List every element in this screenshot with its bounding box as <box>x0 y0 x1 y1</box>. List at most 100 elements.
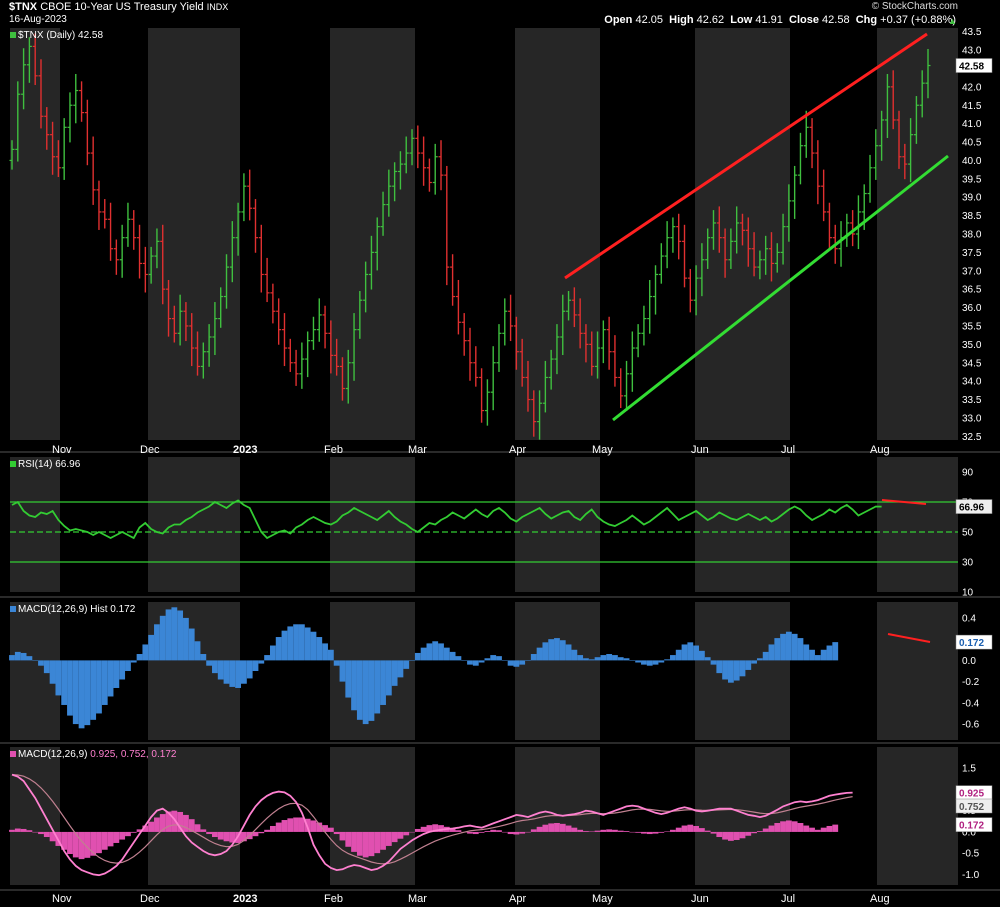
value-badge-bg <box>955 499 993 514</box>
price-candle <box>919 70 925 118</box>
trend-channel <box>564 32 949 422</box>
price-candle <box>374 217 380 271</box>
rsi-panel <box>10 499 958 563</box>
price-candle <box>826 202 832 250</box>
macd-hist-bar <box>733 831 740 840</box>
price-candle <box>148 246 154 284</box>
price-axis-tick: 39.5 <box>962 174 982 185</box>
hist-bar <box>287 626 294 661</box>
price-candle <box>890 70 896 130</box>
hist-bar <box>652 660 659 665</box>
hist-bar <box>414 652 421 661</box>
macd-hist-bar <box>554 823 560 832</box>
hist-bar <box>409 660 415 661</box>
macd-hist-bar <box>426 825 433 832</box>
price-candle <box>768 232 774 282</box>
hist-bar <box>803 644 810 661</box>
macd-hist-bar <box>594 830 601 832</box>
hist-bar <box>130 660 137 663</box>
macd-hist-bar <box>780 821 786 832</box>
hist-bar <box>629 660 636 661</box>
month-band <box>877 457 958 592</box>
hist-axis-tick: -0.4 <box>962 698 980 709</box>
price-candle <box>438 140 444 191</box>
macd-hist-bar <box>125 831 131 837</box>
macd-hist-bar <box>194 824 201 832</box>
price-candle <box>467 327 473 381</box>
price-axis-tick: 43.5 <box>962 27 982 38</box>
macd-hist-bar <box>687 824 694 832</box>
hist-bar <box>55 660 62 696</box>
hist-bar <box>269 645 276 661</box>
macd-hist-bar <box>38 831 44 835</box>
hist-bar <box>32 660 39 661</box>
hist-bar <box>119 660 126 680</box>
macd-hist-bar <box>548 823 555 832</box>
hist-bar <box>264 655 270 661</box>
price-candle <box>421 136 427 186</box>
macd-axis-tick: -0.5 <box>962 849 980 860</box>
hist-bar <box>67 660 73 716</box>
price-candle <box>455 279 461 335</box>
rsi-last-badge: 66.96 <box>955 499 993 514</box>
macd-hist-bar <box>652 831 659 834</box>
rsi-axis-tick: 90 <box>962 468 974 479</box>
macd-hist-bar <box>507 831 514 835</box>
price-candle <box>247 169 253 221</box>
legend-swatch-icon <box>10 606 16 612</box>
chart-title: $TNX CBOE 10-Year US Treasury Yield INDX <box>9 1 228 13</box>
macd-legend: MACD(12,26,9) 0.925, 0.752, 0.172 <box>10 749 176 760</box>
macd-hist-bar <box>612 829 618 832</box>
macd-hist-bar <box>43 831 50 838</box>
hist-axis-tick: -0.2 <box>962 677 980 688</box>
hist-bar <box>571 649 578 661</box>
hist-bar <box>9 655 15 661</box>
macd-hist-bar <box>699 828 705 832</box>
price-candle <box>235 202 241 256</box>
month-band <box>877 602 958 740</box>
hist-bar <box>304 627 311 661</box>
value-badge-bg <box>955 798 993 814</box>
price-candle <box>281 313 287 367</box>
hist-bar <box>420 647 427 661</box>
price-candle <box>624 360 630 411</box>
macd-hist-bar <box>67 831 73 855</box>
price-candle <box>641 305 647 346</box>
macd-hist-bar <box>223 831 230 842</box>
hist-bar <box>670 655 676 661</box>
macd-hist-bar <box>49 831 56 842</box>
price-candle <box>142 246 148 293</box>
macd-hist-bar <box>252 831 259 837</box>
hist-bar <box>96 660 102 714</box>
price-axis-tick: 32.5 <box>962 432 982 443</box>
hist-bar <box>142 644 149 661</box>
hist-bar <box>327 649 334 661</box>
hist-bar <box>675 649 682 661</box>
price-candle <box>908 118 914 183</box>
value-badge-text: 0.752 <box>959 802 984 813</box>
x-axis-label: Mar <box>408 893 427 905</box>
macd-hist-bar <box>293 817 299 832</box>
x-axis-label: May <box>592 893 613 905</box>
macd-hist-bar <box>756 831 763 832</box>
price-candle <box>131 210 137 250</box>
month-band <box>695 457 790 592</box>
hist-bar <box>617 657 624 661</box>
price-candle <box>171 305 177 343</box>
exchange: INDX <box>206 2 229 12</box>
price-axis-tick: 35.5 <box>962 321 982 332</box>
macd-hist-bar <box>345 831 352 847</box>
open-label: Open <box>604 14 633 26</box>
hist-bar <box>762 651 769 661</box>
macd-hist-bar <box>710 831 717 834</box>
hist-bar <box>704 657 711 661</box>
price-candle <box>461 313 467 356</box>
price-candle <box>734 206 740 254</box>
hist-bar <box>814 655 821 661</box>
macd-hist-bar <box>513 831 520 835</box>
price-candle <box>403 136 409 174</box>
hist-bar <box>443 647 450 661</box>
hist-bar <box>461 660 468 661</box>
price-candle <box>670 217 676 253</box>
panel-separators <box>0 451 1000 891</box>
